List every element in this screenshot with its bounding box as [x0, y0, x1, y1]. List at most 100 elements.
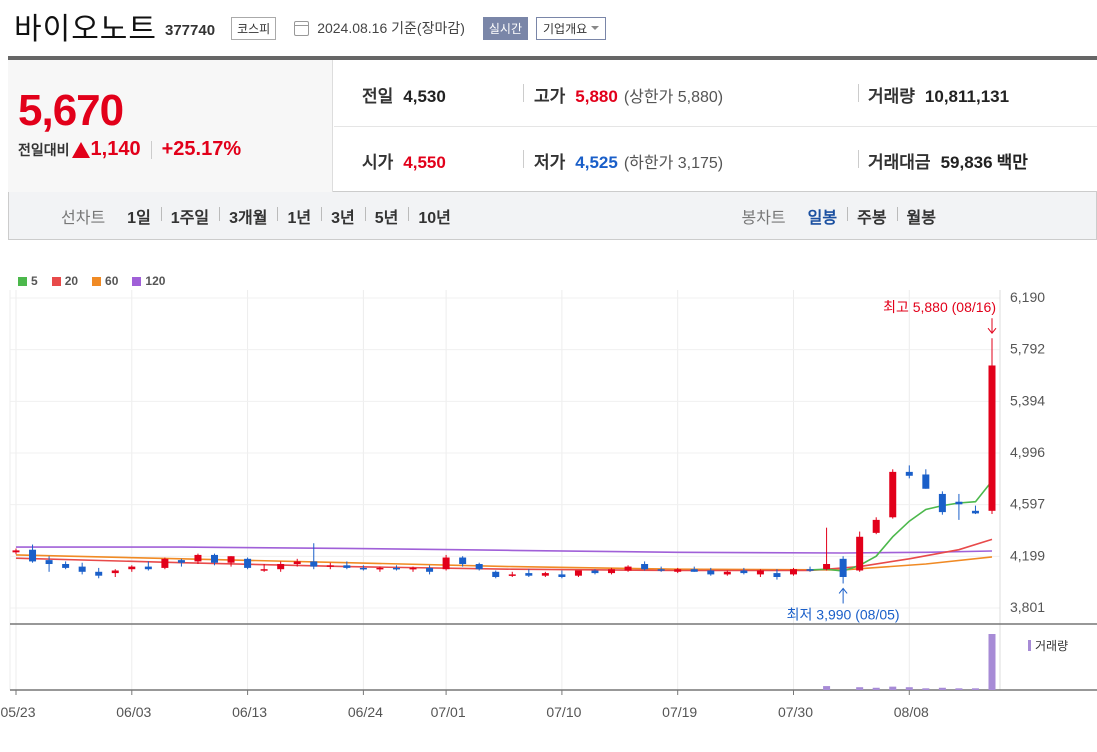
volume-bar	[856, 687, 864, 690]
candle	[955, 493, 963, 520]
candle-body	[29, 549, 37, 562]
y-tick-label: 4,996	[1010, 444, 1045, 460]
candle-body	[12, 550, 20, 553]
candle	[392, 565, 400, 571]
candle	[343, 561, 351, 570]
candle	[740, 567, 748, 575]
candle	[78, 562, 86, 575]
volume-swatch	[1028, 640, 1031, 651]
legend-ma20: 20	[51, 274, 78, 288]
candle-body	[938, 493, 946, 513]
x-tick-label: 06/03	[116, 704, 151, 720]
volume-bar	[872, 687, 880, 690]
volume-cell: 거래량 10,811,131	[868, 82, 1009, 107]
tab-5y[interactable]: 5년	[364, 204, 409, 228]
candle	[194, 553, 202, 565]
company-overview-button[interactable]: 기업개요	[536, 16, 607, 40]
ma120-line	[16, 546, 993, 554]
candle	[492, 570, 500, 579]
volume-bar	[971, 688, 979, 690]
candle-body	[359, 567, 367, 570]
candle-body	[823, 564, 831, 570]
candle	[839, 556, 847, 584]
low-cell: 저가 4,525 (하한가 3,175)	[534, 148, 723, 173]
candle	[641, 561, 649, 571]
candle-body	[227, 556, 235, 563]
candle-body	[541, 573, 549, 576]
up-triangle-icon	[71, 141, 90, 158]
amount-label: 거래대금	[868, 153, 931, 172]
candle-body	[326, 565, 334, 567]
separator	[858, 150, 859, 168]
candle	[889, 469, 897, 519]
candle	[905, 465, 913, 479]
current-price-panel: 5,670 전일대비 1,140 +25.17%	[8, 60, 333, 192]
candle	[128, 565, 136, 572]
candle	[657, 566, 665, 572]
row-divider	[334, 126, 1097, 127]
candle-chart-title: 봉차트	[741, 209, 786, 227]
separator	[523, 150, 524, 168]
candle	[608, 567, 616, 575]
candle-body	[641, 564, 649, 570]
tab-1y[interactable]: 1년	[277, 204, 321, 228]
candle-body	[111, 570, 119, 574]
candle	[574, 570, 582, 577]
change-label: 전일대비	[18, 141, 70, 158]
legend-label: 120	[145, 274, 166, 288]
tab-1w[interactable]: 1주일	[160, 204, 219, 228]
candle-body	[260, 569, 268, 571]
tab-1d[interactable]: 1일	[127, 209, 151, 227]
candle	[723, 570, 731, 576]
candle-body	[508, 574, 516, 576]
legend-swatch	[92, 276, 102, 286]
volume-bar	[988, 634, 996, 690]
candle-body	[392, 567, 400, 570]
candle	[922, 469, 930, 489]
candlestick-chart[interactable]: 6,190 5,792 5,394 4,996 4,597 4,199 3,801 05/23…	[0, 290, 1097, 730]
candle-body	[95, 571, 103, 576]
candle-body	[144, 566, 152, 570]
candle-body	[161, 558, 169, 568]
candle	[442, 554, 450, 571]
legend-label: 5	[31, 274, 38, 288]
candle-body	[988, 365, 996, 511]
candle	[789, 567, 797, 576]
candle	[12, 548, 20, 555]
y-tick-label: 3,801	[1010, 599, 1045, 615]
candle	[690, 566, 698, 572]
tab-weekly[interactable]: 주봉	[847, 204, 896, 228]
candle-body	[690, 569, 698, 572]
y-tick-label: 5,792	[1010, 341, 1045, 357]
candle	[971, 505, 979, 515]
candle-body	[773, 573, 781, 577]
candle	[773, 569, 781, 580]
stock-header: 바이오노트 377740 코스피 2024.08.16 기준(장마감) 실시간 …	[14, 6, 607, 46]
tab-3y[interactable]: 3년	[321, 204, 365, 228]
candle	[29, 544, 37, 563]
prev-close-cell: 전일 4,530	[362, 82, 446, 107]
tab-3m[interactable]: 3개월	[219, 204, 277, 228]
candle	[359, 565, 367, 571]
candle	[988, 338, 996, 515]
realtime-button[interactable]: 실시간	[482, 16, 528, 40]
tab-monthly[interactable]: 월봉	[896, 204, 946, 228]
candle	[310, 543, 318, 570]
candle	[525, 569, 533, 577]
low-label: 저가	[534, 153, 566, 172]
candle-body	[674, 569, 682, 572]
candle-body	[922, 474, 930, 489]
candle	[111, 569, 119, 577]
candle-body	[426, 567, 434, 572]
current-price: 5,670	[18, 86, 124, 135]
tab-daily[interactable]: 일봉	[807, 209, 838, 227]
candle-body	[740, 570, 748, 574]
tab-10y[interactable]: 10년	[408, 204, 461, 228]
candle-body	[872, 519, 880, 533]
market-badge: 코스피	[231, 16, 277, 40]
volume-bar	[823, 686, 831, 690]
candle	[508, 571, 516, 577]
x-tick-label: 06/24	[348, 704, 383, 720]
candle	[277, 561, 285, 572]
candle	[823, 527, 831, 571]
